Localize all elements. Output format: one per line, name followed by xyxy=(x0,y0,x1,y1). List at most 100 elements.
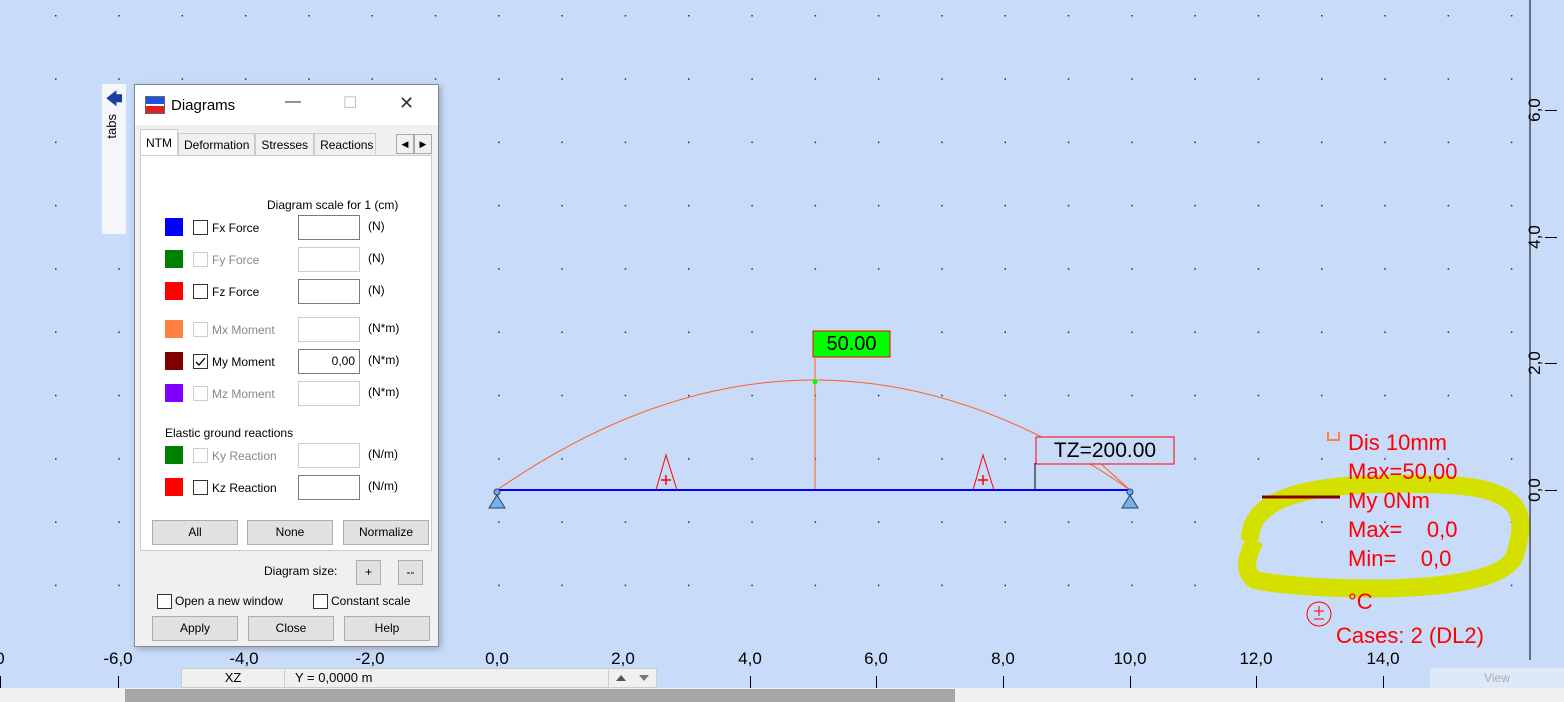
checkbox[interactable] xyxy=(193,322,208,337)
apply-button[interactable]: Apply xyxy=(152,616,238,641)
constant-scale-checkbox[interactable] xyxy=(313,594,328,609)
checkbox[interactable] xyxy=(193,252,208,267)
x-tick-label: -6,0 xyxy=(103,649,133,668)
open-new-window-label: Open a new window xyxy=(175,594,284,608)
scale-input[interactable] xyxy=(298,381,360,406)
dialog-titlebar[interactable]: Diagrams — ☐ ✕ xyxy=(135,85,438,125)
close-window-button[interactable]: ✕ xyxy=(399,93,415,113)
peak-label-box xyxy=(812,330,891,358)
load-triangle-1 xyxy=(655,453,678,491)
tab-reactions[interactable]: Reactions xyxy=(314,133,377,155)
check-icon xyxy=(195,357,206,366)
side-tabs-panel[interactable]: 🡄 tabs xyxy=(102,84,126,234)
status-bar: XZ Y = 0,0000 m xyxy=(181,668,657,688)
scale-input[interactable] xyxy=(298,279,360,304)
row-label: Fy Force xyxy=(212,253,260,267)
load-value-label: TZ=200.00 xyxy=(1053,439,1157,462)
row-label: Mx Moment xyxy=(212,323,275,337)
y-tick-label: 2,0 xyxy=(1525,351,1544,375)
legend-displacement: Dis 10mm xyxy=(1348,430,1448,455)
coord-down-icon[interactable] xyxy=(632,669,656,687)
scale-input[interactable] xyxy=(298,247,360,272)
checkbox[interactable] xyxy=(193,448,208,463)
tab-scroll-right-icon[interactable]: ▶ xyxy=(414,134,432,154)
scale-input[interactable] xyxy=(298,443,360,468)
row-label: Fz Force xyxy=(212,285,260,299)
x-tick xyxy=(1256,676,1257,688)
scale-input[interactable] xyxy=(298,475,360,500)
color-swatch[interactable] xyxy=(165,218,183,236)
tab-deformation[interactable]: Deformation xyxy=(178,133,256,155)
coord-up-icon[interactable] xyxy=(608,669,632,687)
color-swatch[interactable] xyxy=(165,320,183,338)
arrow-left-icon[interactable]: 🡄 xyxy=(106,91,123,108)
tab-scroll-left-icon[interactable]: ◀ xyxy=(396,134,414,154)
support-right-icon xyxy=(1121,488,1139,509)
all-button[interactable]: All xyxy=(152,520,238,545)
unit-label: (N/m) xyxy=(368,479,398,493)
x-tick-label: 12,0 xyxy=(1239,649,1273,668)
color-swatch[interactable] xyxy=(165,478,183,496)
row-label: Ky Reaction xyxy=(212,449,277,463)
y-tick xyxy=(1545,110,1557,111)
checkbox[interactable] xyxy=(193,220,208,235)
y-tick-label: 4,0 xyxy=(1525,225,1544,249)
horizontal-scrollbar[interactable] xyxy=(0,688,1564,702)
peak-point xyxy=(812,379,818,385)
help-button[interactable]: Help xyxy=(344,616,430,641)
coordinate-field[interactable]: Y = 0,0000 m xyxy=(295,670,373,685)
dialog-title: Diagrams xyxy=(171,96,236,114)
maximize-button[interactable]: ☐ xyxy=(343,95,358,112)
scale-header: Diagram scale for 1 (cm) xyxy=(267,198,399,212)
tab-stresses[interactable]: Stresses xyxy=(255,133,315,155)
x-tick-label: 10,0 xyxy=(1113,649,1147,668)
scale-input[interactable] xyxy=(298,215,360,240)
displacement-icon xyxy=(1327,432,1340,441)
support-left-icon xyxy=(488,488,506,509)
unit-label: (N) xyxy=(368,219,385,233)
unit-label: (N) xyxy=(368,251,385,265)
x-tick xyxy=(0,676,1,688)
plane-indicator[interactable]: XZ xyxy=(182,669,285,687)
color-swatch[interactable] xyxy=(165,352,183,370)
x-tick-label: 4,0 xyxy=(738,649,762,668)
scale-input[interactable]: 0,00 xyxy=(298,349,360,374)
color-swatch[interactable] xyxy=(165,446,183,464)
row-label: Fx Force xyxy=(212,221,260,235)
checkbox[interactable] xyxy=(193,284,208,299)
checkbox[interactable] xyxy=(193,354,208,369)
diagram-size-label: Diagram size: xyxy=(264,564,338,578)
close-button[interactable]: Close xyxy=(248,616,334,641)
tab-ntm[interactable]: NTM xyxy=(140,129,178,155)
x-tick xyxy=(750,676,751,688)
highlight-annotation xyxy=(1238,474,1530,598)
diagram-size-minus-button[interactable]: -- xyxy=(398,560,423,585)
x-tick-label: 6,0 xyxy=(864,649,888,668)
open-new-window-checkbox[interactable] xyxy=(157,594,172,609)
checkbox[interactable] xyxy=(193,386,208,401)
diagram-size-plus-button[interactable]: + xyxy=(356,560,381,585)
unit-label: (N) xyxy=(368,283,385,297)
normalize-button[interactable]: Normalize xyxy=(343,520,429,545)
y-tick xyxy=(1545,363,1557,364)
none-button[interactable]: None xyxy=(247,520,333,545)
y-tick-label: 0,0 xyxy=(1525,478,1544,502)
legend-temperature: °C xyxy=(1348,589,1373,614)
unit-label: (N*m) xyxy=(368,353,400,367)
checkbox[interactable] xyxy=(193,480,208,495)
color-swatch[interactable] xyxy=(165,384,183,402)
load-triangle-2 xyxy=(972,453,995,491)
x-tick-label: 0,0 xyxy=(485,649,509,668)
y-tick xyxy=(1545,490,1557,491)
legend-my-max: Max= 0,0 xyxy=(1348,517,1458,542)
scale-input[interactable] xyxy=(298,317,360,342)
x-tick-label: -2,0 xyxy=(355,649,385,668)
color-swatch[interactable] xyxy=(165,282,183,300)
unit-label: (N*m) xyxy=(368,385,400,399)
minimize-button[interactable]: — xyxy=(285,93,301,110)
x-tick-label: 0 xyxy=(0,650,20,668)
scrollbar-thumb[interactable] xyxy=(125,689,955,702)
color-swatch[interactable] xyxy=(165,250,183,268)
view-button[interactable]: View xyxy=(1430,668,1564,688)
